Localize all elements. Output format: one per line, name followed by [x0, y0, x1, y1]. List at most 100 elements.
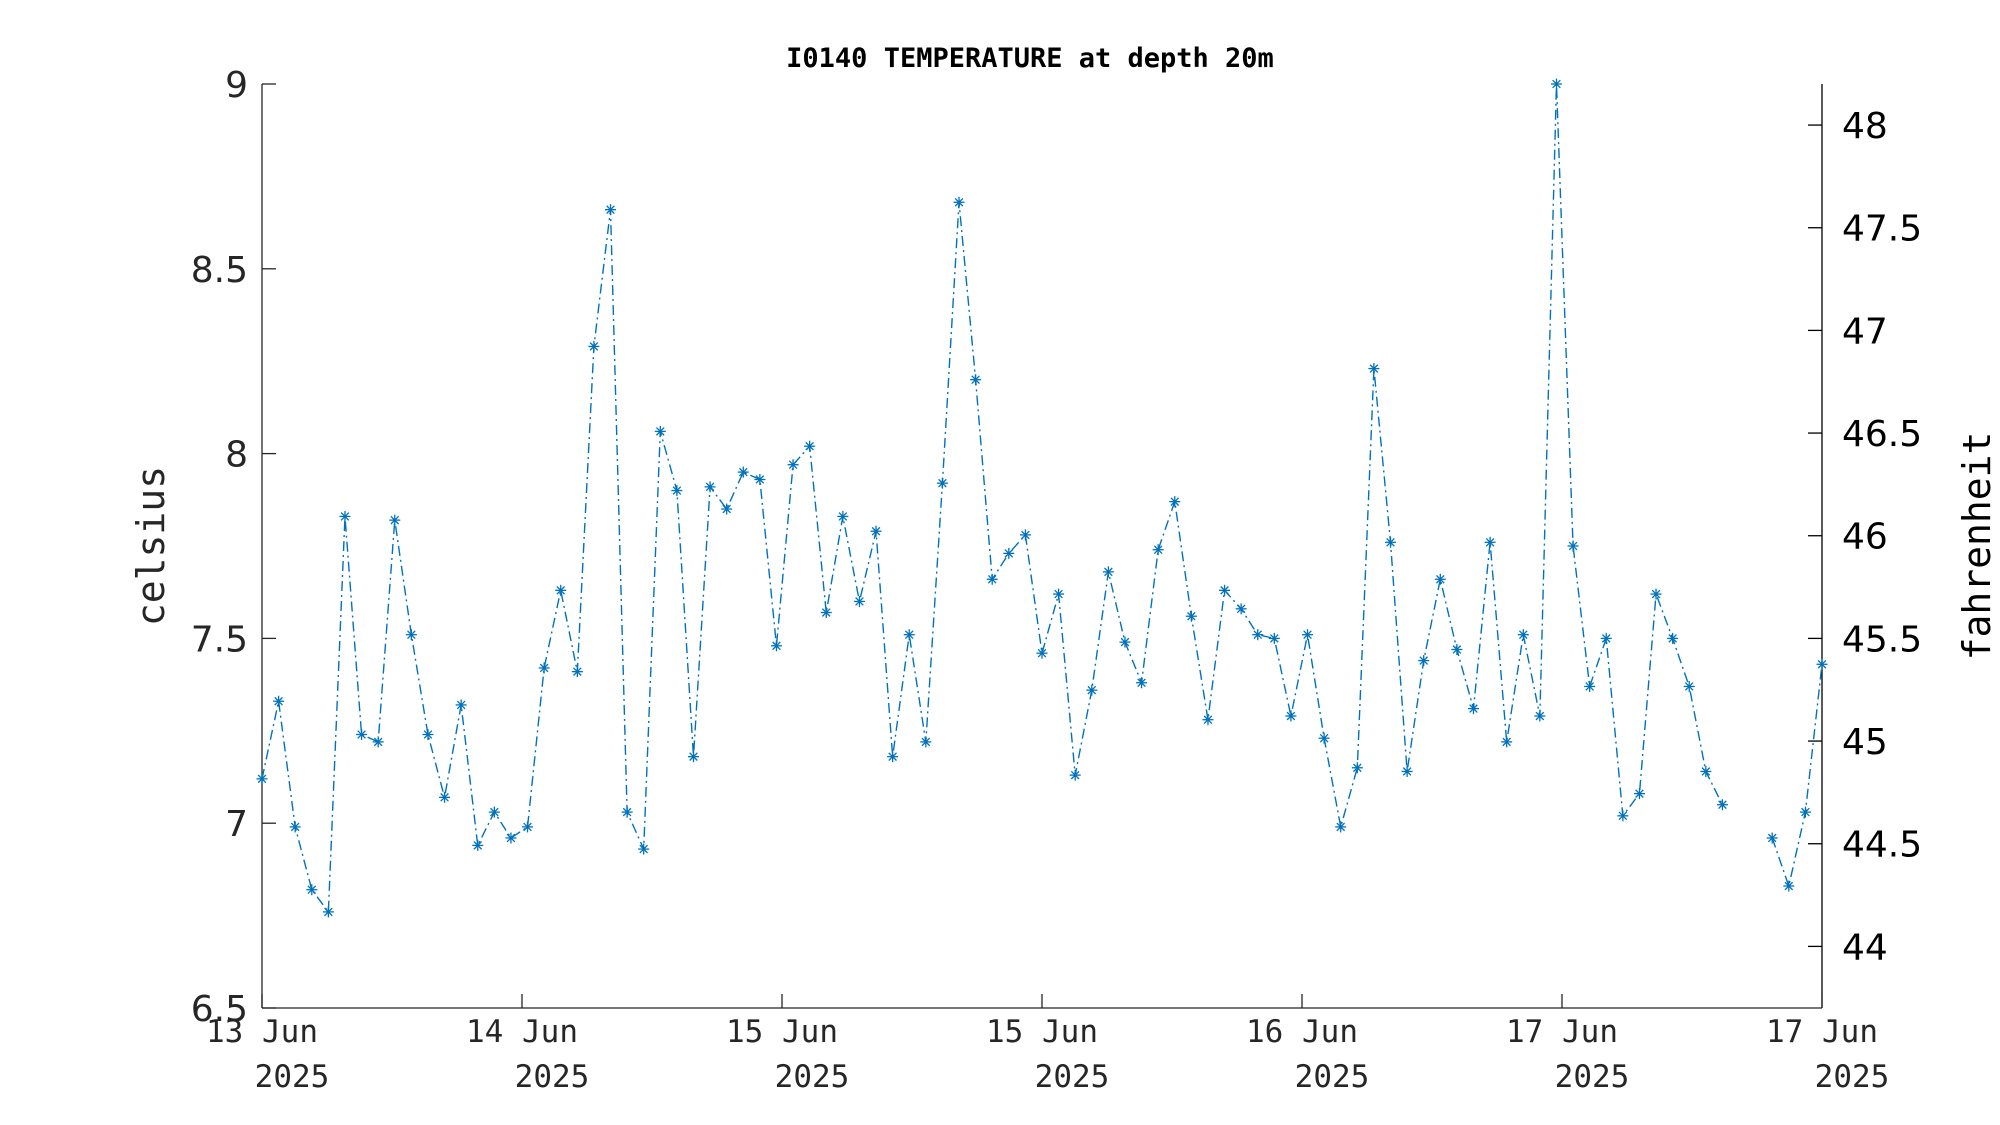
- data-point: [1517, 629, 1529, 641]
- data-point: [770, 640, 782, 652]
- data-point: [1484, 536, 1496, 548]
- data-point: [1766, 832, 1778, 844]
- data-point: [1102, 566, 1114, 578]
- data-point: [1550, 78, 1562, 90]
- y2-tick-label: 46: [1842, 517, 1888, 558]
- y2-tick-label: 47.5: [1842, 209, 1922, 250]
- data-point: [439, 791, 451, 803]
- data-point: [853, 595, 865, 607]
- data-point: [1119, 636, 1131, 648]
- data-point: [1501, 736, 1513, 748]
- data-point: [1019, 529, 1031, 541]
- data-point: [787, 459, 799, 471]
- series-lines: [261, 83, 1823, 914]
- data-point: [1783, 880, 1795, 892]
- data-point: [1683, 680, 1695, 692]
- data-point: [1667, 632, 1679, 644]
- data-point: [1816, 658, 1828, 670]
- data-point: [1467, 703, 1479, 715]
- data-point: [837, 510, 849, 522]
- y2-axis-label: fahrenheit: [1955, 432, 1999, 661]
- chart-title: I0140 TEMPERATURE at depth 20m: [786, 43, 1274, 74]
- data-point: [488, 806, 500, 818]
- data-point: [1219, 584, 1231, 596]
- data-point: [1368, 363, 1380, 375]
- series-markers: [256, 78, 1828, 918]
- y2-tick-label: 48: [1842, 106, 1888, 147]
- data-point: [256, 773, 268, 785]
- data-point: [1633, 788, 1645, 800]
- data-point: [1036, 647, 1048, 659]
- data-point: [472, 839, 484, 851]
- x-tick-label-year: 2025: [1555, 1059, 1630, 1095]
- data-point: [372, 736, 384, 748]
- data-point: [1451, 643, 1463, 655]
- data-point: [920, 736, 932, 748]
- x-tick-label-year: 2025: [1035, 1059, 1110, 1095]
- x-tick-label-year: 2025: [775, 1059, 850, 1095]
- data-point: [289, 821, 301, 833]
- y2-tick-label: 46.5: [1842, 414, 1922, 455]
- data-point: [1351, 762, 1363, 774]
- x-tick-label-year: 2025: [1295, 1059, 1370, 1095]
- data-point: [422, 729, 434, 740]
- data-point: [1003, 547, 1015, 559]
- data-point: [1385, 536, 1397, 548]
- y2-tick-label: 44.5: [1842, 825, 1922, 866]
- y-tick-label: 7: [225, 804, 248, 845]
- x-tick-label-date: 13 Jun: [206, 1014, 318, 1050]
- data-point: [273, 695, 285, 707]
- y-tick-label: 9: [225, 65, 248, 106]
- y-tick-label: 8: [225, 435, 248, 476]
- data-point: [1053, 588, 1065, 600]
- data-point: [1418, 655, 1430, 667]
- x-tick-label-year: 2025: [515, 1059, 590, 1095]
- data-point: [1434, 573, 1446, 585]
- x-tick-label-year: 2025: [1815, 1059, 1890, 1095]
- series-line-segment: [1771, 664, 1823, 889]
- data-point: [306, 884, 318, 896]
- data-point: [1268, 632, 1280, 644]
- series-line-segment: [261, 83, 1724, 914]
- data-point: [1235, 603, 1247, 615]
- y2-tick-label: 47: [1842, 311, 1888, 352]
- data-point: [1285, 710, 1297, 722]
- data-point: [1169, 496, 1181, 508]
- data-point: [887, 751, 899, 763]
- x-tick-label-date: 15 Jun: [726, 1014, 838, 1050]
- data-point: [555, 584, 567, 596]
- data-point: [1302, 629, 1314, 641]
- data-point: [1650, 588, 1662, 600]
- data-point: [538, 662, 550, 674]
- data-point: [339, 510, 351, 522]
- y-axis-label: celsius: [129, 466, 173, 626]
- left-y-ticks: 6.5 7 7.5 8 8.5 9: [191, 65, 276, 1030]
- data-point: [1202, 714, 1214, 726]
- x-tick-label-year: 2025: [255, 1059, 330, 1095]
- data-point: [621, 806, 633, 818]
- data-point: [870, 525, 882, 537]
- y-tick-label: 6.5: [191, 989, 248, 1030]
- data-point: [970, 374, 982, 386]
- data-point: [1617, 810, 1629, 822]
- x-tick-label-date: 14 Jun: [466, 1014, 578, 1050]
- x-tick-label-date: 15 Jun: [986, 1014, 1098, 1050]
- data-point: [356, 729, 368, 740]
- data-point: [704, 481, 716, 493]
- data-point: [1086, 684, 1098, 696]
- data-point: [588, 340, 600, 352]
- y-tick-label: 7.5: [191, 619, 248, 660]
- data-point: [322, 906, 334, 918]
- data-point: [1069, 769, 1081, 781]
- data-point: [953, 196, 965, 208]
- data-point: [1534, 710, 1546, 722]
- y2-tick-label: 44: [1842, 927, 1888, 968]
- data-point: [804, 440, 816, 452]
- data-point: [754, 473, 766, 485]
- data-point: [1567, 540, 1579, 552]
- x-ticks: 13 Jun 2025 14 Jun 2025 15 Jun 2025 15 Jun 2025…: [206, 994, 1889, 1095]
- y2-tick-label: 45: [1842, 722, 1888, 763]
- axes: [261, 84, 1823, 1009]
- data-point: [505, 832, 517, 844]
